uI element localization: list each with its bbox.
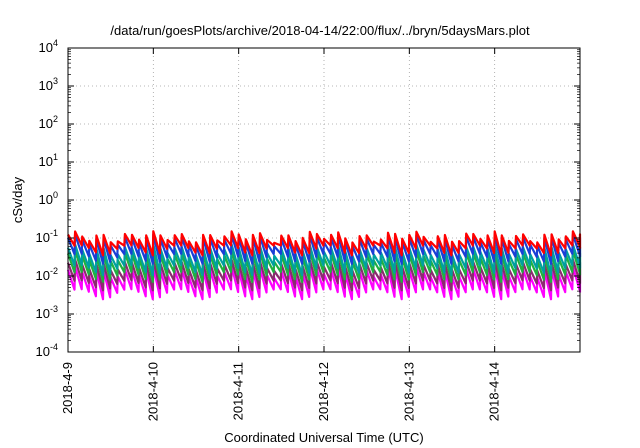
- y-tick-label: 102: [39, 114, 58, 131]
- y-tick-label: 104: [39, 38, 58, 55]
- series-line: [66, 258, 582, 292]
- series-layer: [66, 230, 582, 301]
- series-line: [66, 233, 582, 265]
- y-tick-label: 103: [39, 76, 58, 93]
- series-line: [66, 243, 582, 277]
- x-axis-label: Coordinated Universal Time (UTC): [224, 430, 423, 445]
- x-tick-label: 2018-4-9: [60, 362, 75, 414]
- y-tick-label: 10-4: [36, 342, 58, 359]
- x-tick-label: 2018-4-12: [316, 362, 331, 421]
- ticks: 10-4 10-3 10-2 10-1 100 101 102 103 104 2018-4-9 2…: [36, 38, 580, 421]
- grid: [68, 48, 580, 352]
- y-tick-label: 101: [39, 152, 58, 169]
- x-tick-label: 2018-4-13: [401, 362, 416, 421]
- y-tick-label: 10-2: [36, 266, 58, 283]
- series-line: [66, 265, 582, 301]
- y-tick-label: 10-3: [36, 304, 58, 321]
- series-line: [66, 249, 582, 283]
- chart-title: /data/run/goesPlots/archive/2018-04-14/2…: [110, 23, 530, 38]
- y-tick-label: 10-1: [36, 228, 58, 245]
- x-tick-label: 2018-4-14: [487, 362, 502, 421]
- y-axis-label: cSv/day: [10, 176, 25, 223]
- x-tick-label: 2018-4-10: [145, 362, 160, 421]
- series-line: [67, 230, 582, 257]
- y-tick-label: 100: [39, 190, 58, 207]
- x-tick-label: 2018-4-11: [231, 362, 246, 420]
